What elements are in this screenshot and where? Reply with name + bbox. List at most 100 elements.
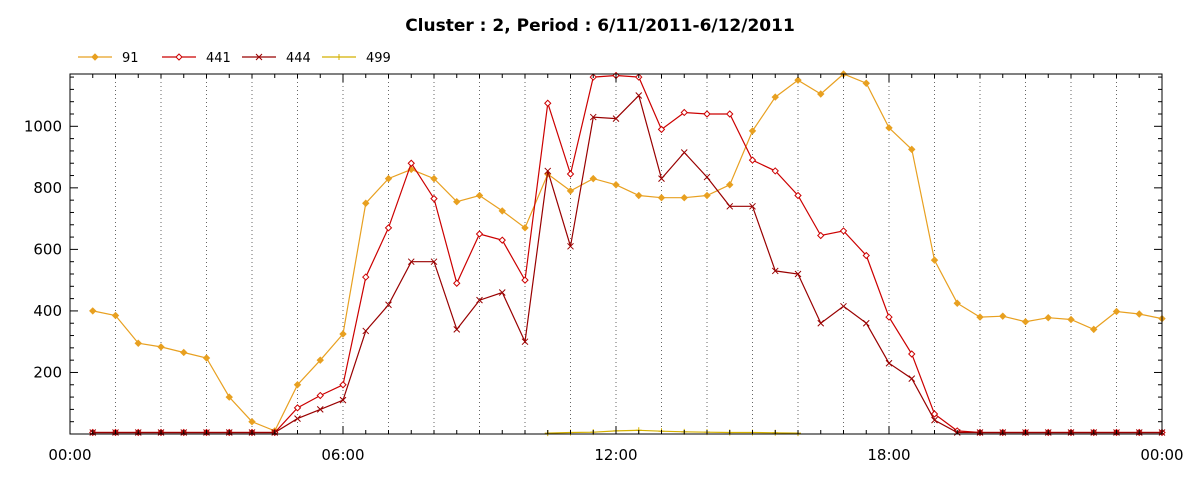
- data-point: [175, 53, 183, 61]
- data-point: [1135, 310, 1143, 318]
- x-tick-label: 06:00: [321, 446, 364, 464]
- data-point: [885, 313, 893, 321]
- data-point: [931, 416, 938, 424]
- data-point: [453, 326, 461, 333]
- data-point: [407, 159, 415, 167]
- data-point: [976, 313, 984, 321]
- data-point: [157, 343, 165, 351]
- data-point: [362, 327, 370, 335]
- y-tick-label: 400: [33, 302, 62, 320]
- data-point: [817, 90, 825, 98]
- grid: [115, 74, 1117, 434]
- data-point: [840, 302, 847, 310]
- data-point: [885, 359, 893, 367]
- series-line: [547, 429, 799, 434]
- data-point: [180, 348, 188, 357]
- series-line: [92, 94, 1162, 434]
- series-line: [92, 74, 1162, 434]
- y-tick-label: 200: [33, 363, 62, 381]
- data-point: [1067, 315, 1075, 324]
- data-point: [749, 202, 756, 210]
- data-point: [726, 110, 734, 118]
- data-point: [134, 339, 142, 347]
- y-tick-label: 1000: [24, 117, 62, 135]
- data-point: [202, 354, 211, 362]
- data-point: [748, 127, 757, 135]
- series-line: [92, 73, 1163, 432]
- data-point: [521, 338, 529, 346]
- legend-item-499: 499: [322, 51, 391, 66]
- data-point: [908, 375, 916, 382]
- data-point: [680, 149, 688, 156]
- legend-label: 441: [206, 51, 231, 66]
- data-point: [726, 202, 734, 210]
- y-tick-label: 600: [33, 240, 62, 258]
- data-point: [748, 156, 757, 164]
- data-point: [475, 191, 484, 200]
- data-point: [566, 187, 575, 195]
- data-point: [930, 410, 939, 418]
- data-point: [89, 307, 97, 315]
- data-point: [336, 54, 342, 60]
- data-point: [885, 124, 893, 132]
- data-point: [839, 227, 848, 235]
- data-point: [521, 276, 529, 284]
- legend-item-91: 91: [78, 51, 139, 66]
- data-point: [862, 251, 870, 260]
- data-point: [453, 279, 461, 287]
- data-point: [680, 108, 688, 117]
- data-point: [703, 191, 711, 200]
- data-point: [339, 381, 347, 389]
- data-point: [794, 76, 802, 84]
- data-point: [703, 173, 711, 181]
- data-point: [293, 404, 302, 412]
- data-point: [385, 301, 392, 309]
- data-point: [589, 113, 597, 121]
- data-point: [293, 381, 302, 389]
- legend-item-444: 444: [242, 51, 311, 66]
- data-point: [475, 230, 484, 238]
- x-tick-label: 00:00: [1140, 446, 1183, 464]
- data-point: [1090, 325, 1098, 334]
- data-point: [1112, 307, 1121, 316]
- data-point: [384, 224, 393, 232]
- x-tick-label: 00:00: [48, 446, 91, 464]
- x-tick-label: 18:00: [867, 446, 910, 464]
- data-point: [657, 193, 666, 202]
- data-point: [680, 193, 688, 202]
- series-499: [544, 427, 801, 437]
- legend-label: 499: [366, 51, 391, 66]
- data-point: [384, 174, 393, 183]
- data-point: [255, 53, 263, 61]
- legend-label: 91: [122, 51, 139, 66]
- data-point: [362, 199, 370, 207]
- data-point: [111, 311, 120, 320]
- data-point: [294, 415, 301, 422]
- data-point: [1044, 313, 1052, 322]
- legend-item-441: 441: [162, 51, 231, 66]
- data-point: [908, 350, 916, 358]
- data-point: [635, 191, 643, 200]
- data-point: [430, 174, 438, 183]
- y-tick-label: 800: [33, 179, 62, 197]
- series-441: [89, 71, 1166, 437]
- data-point: [999, 312, 1007, 320]
- series-91: [89, 70, 1166, 435]
- data-point: [612, 115, 620, 122]
- legend: 91 441 444 499: [78, 51, 391, 66]
- data-point: [362, 273, 370, 281]
- data-point: [817, 231, 825, 240]
- data-point: [703, 110, 711, 118]
- data-point: [612, 181, 620, 189]
- data-point: [1021, 317, 1030, 326]
- data-point: [726, 181, 734, 189]
- data-point: [862, 79, 870, 87]
- data-point: [316, 391, 324, 400]
- data-point: [908, 145, 916, 154]
- data-point: [544, 167, 552, 175]
- data-point: [316, 406, 324, 413]
- data-point: [498, 207, 506, 215]
- data-point: [771, 267, 779, 275]
- data-point: [521, 224, 529, 232]
